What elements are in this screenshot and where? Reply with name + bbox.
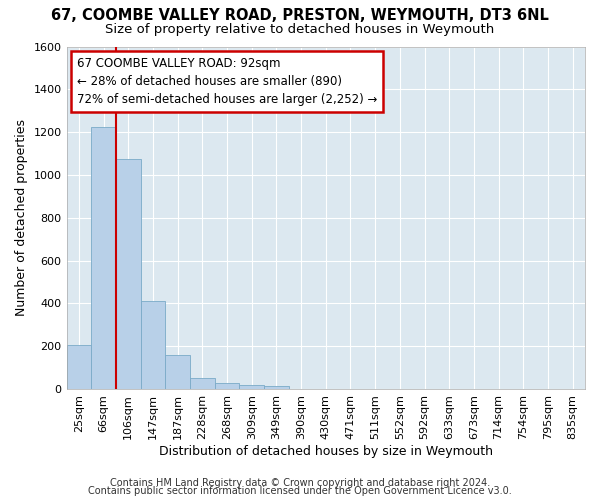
Bar <box>190 378 215 389</box>
Bar <box>239 385 264 389</box>
Text: Contains HM Land Registry data © Crown copyright and database right 2024.: Contains HM Land Registry data © Crown c… <box>110 478 490 488</box>
Bar <box>215 383 239 389</box>
Text: 67 COOMBE VALLEY ROAD: 92sqm
← 28% of detached houses are smaller (890)
72% of s: 67 COOMBE VALLEY ROAD: 92sqm ← 28% of de… <box>77 57 377 106</box>
Bar <box>140 301 165 389</box>
X-axis label: Distribution of detached houses by size in Weymouth: Distribution of detached houses by size … <box>159 444 493 458</box>
Text: 67, COOMBE VALLEY ROAD, PRESTON, WEYMOUTH, DT3 6NL: 67, COOMBE VALLEY ROAD, PRESTON, WEYMOUT… <box>51 8 549 22</box>
Bar <box>91 127 116 389</box>
Y-axis label: Number of detached properties: Number of detached properties <box>15 119 28 316</box>
Bar <box>116 159 140 389</box>
Bar <box>67 345 91 389</box>
Bar <box>264 386 289 389</box>
Text: Size of property relative to detached houses in Weymouth: Size of property relative to detached ho… <box>106 22 494 36</box>
Text: Contains public sector information licensed under the Open Government Licence v3: Contains public sector information licen… <box>88 486 512 496</box>
Bar <box>165 354 190 389</box>
